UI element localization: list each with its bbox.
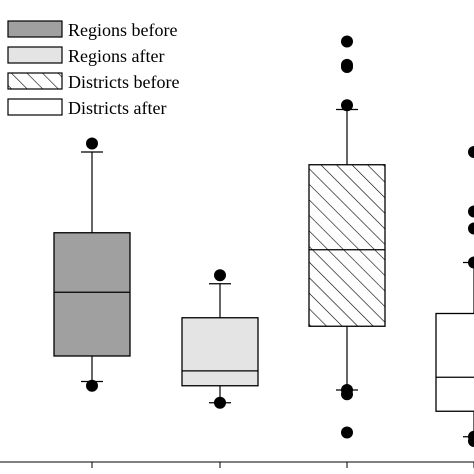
outlier-point xyxy=(468,430,474,443)
outlier-point xyxy=(341,384,353,396)
outlier-point xyxy=(468,256,474,269)
legend-item-2: Regions after xyxy=(7,46,164,66)
outlier-point xyxy=(341,99,353,112)
legend-label: Regions after xyxy=(68,46,164,66)
box-iqr xyxy=(53,232,131,357)
legend-swatch xyxy=(7,46,63,64)
box-iqr xyxy=(181,317,259,387)
outlier-point xyxy=(468,205,474,218)
outlier-point xyxy=(341,58,353,71)
legend-label: Districts before xyxy=(68,72,179,92)
legend-label: Districts after xyxy=(68,98,166,118)
box-group-1 xyxy=(53,137,131,392)
outlier-point xyxy=(214,269,226,282)
legend-item-1: Regions before xyxy=(7,20,177,40)
outlier-point xyxy=(214,396,226,409)
legend-item-3: Districts before xyxy=(7,72,179,92)
box-group-3 xyxy=(308,35,386,439)
outlier-point xyxy=(86,137,98,150)
outlier-point xyxy=(341,35,353,48)
outlier-point xyxy=(468,222,474,235)
outlier-point xyxy=(86,379,98,392)
plot-area xyxy=(0,35,474,468)
legend: Regions before Regions after Districts bef… xyxy=(7,20,179,118)
legend-swatch xyxy=(7,20,63,38)
legend-label: Regions before xyxy=(68,20,177,40)
legend-swatch xyxy=(7,98,63,116)
box-group-2 xyxy=(181,269,259,409)
box-iqr xyxy=(308,164,386,327)
box-group-4 xyxy=(435,146,474,447)
legend-swatch xyxy=(7,72,63,90)
outlier-point xyxy=(341,426,353,439)
box-iqr xyxy=(435,312,474,412)
legend-item-4: Districts after xyxy=(7,98,166,118)
outlier-point xyxy=(468,146,474,158)
